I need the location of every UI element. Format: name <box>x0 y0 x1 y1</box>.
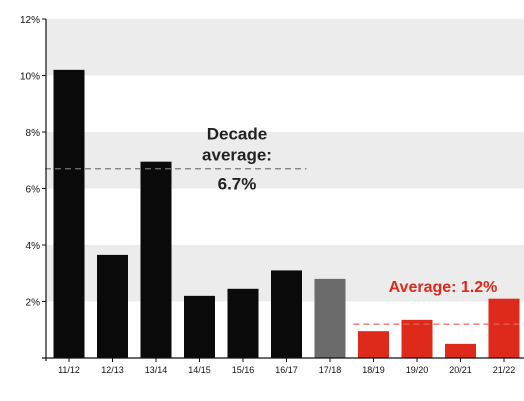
x-tick-label: 20/21 <box>449 365 472 375</box>
x-tick-label: 15/16 <box>232 365 255 375</box>
grid-bands <box>46 19 524 302</box>
bar-15-16 <box>227 288 259 358</box>
bar-16-17 <box>271 270 302 358</box>
bar-19-20 <box>401 319 433 358</box>
decade-average-label-line-3: 6.7% <box>218 175 257 194</box>
x-tick-label: 12/13 <box>101 365 124 375</box>
decade-average-label-line-1: Decade <box>207 125 267 144</box>
bar-14-15 <box>184 295 215 358</box>
bars <box>53 69 520 358</box>
y-tick-label: 12% <box>20 15 40 26</box>
grid-band <box>46 19 524 76</box>
bar-12-13 <box>97 254 128 358</box>
recent-average-label: Average: 1.2% <box>389 279 498 296</box>
bar-17-18 <box>314 278 346 358</box>
axes: 2% 4% 6% 8% 10% 12% 11/12 12/13 13/14 14/15 15/16 1… <box>20 15 524 375</box>
grid-band <box>46 132 524 189</box>
y-tick-label: 2% <box>26 298 41 309</box>
annotations: Decade average: 6.7% Average: 1.2% <box>202 125 497 296</box>
reference-lines <box>45 168 524 325</box>
bar-21-22 <box>488 298 520 358</box>
x-tick-label: 17/18 <box>319 365 342 375</box>
x-tick-label: 18/19 <box>362 365 385 375</box>
x-tick-label: 14/15 <box>188 365 211 375</box>
x-tick-label: 16/17 <box>275 365 298 375</box>
x-tick-label: 11/12 <box>58 365 80 375</box>
bar-13-14 <box>140 161 172 358</box>
y-tick-label: 10% <box>20 72 40 83</box>
y-tick-label: 8% <box>26 128 41 139</box>
x-tick-label: 13/14 <box>145 365 168 375</box>
y-tick-label: 6% <box>26 185 41 196</box>
x-tick-label: 19/20 <box>406 365 429 375</box>
x-tick-label: 21/22 <box>493 365 516 375</box>
bar-11-12 <box>53 69 85 358</box>
y-tick-label: 4% <box>26 241 41 252</box>
bar-20-21 <box>445 343 476 358</box>
bar-18-19 <box>358 331 389 358</box>
decade-average-label-line-2: average: <box>202 146 272 165</box>
